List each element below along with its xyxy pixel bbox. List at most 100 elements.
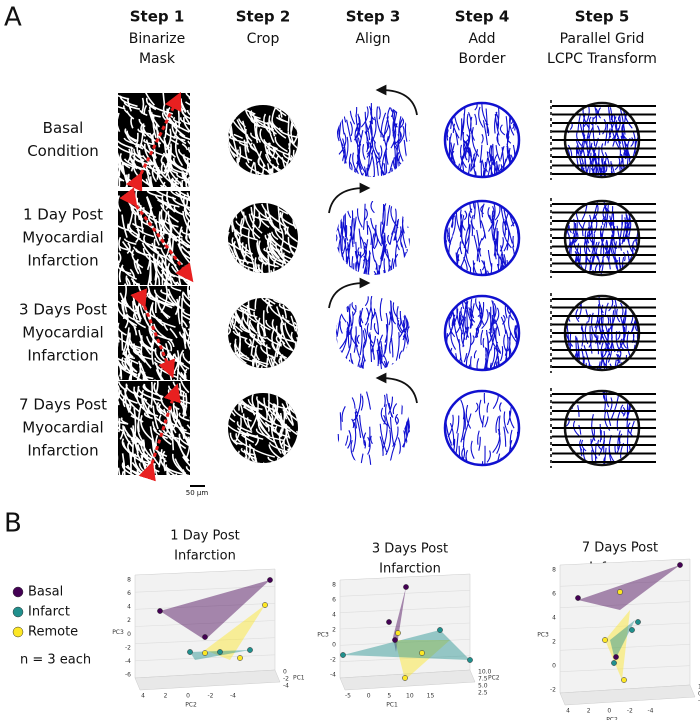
- fibers: [228, 298, 298, 368]
- z-tick: 4: [127, 604, 131, 611]
- step-subtitle: Add: [468, 31, 495, 47]
- tile-fibers: [336, 296, 410, 370]
- z-tick: 6: [552, 591, 556, 598]
- pane-floor: [339, 669, 476, 691]
- tile-aligned: [336, 103, 410, 177]
- point: [635, 619, 641, 625]
- x-tick: 2: [587, 708, 591, 715]
- point: [247, 647, 253, 653]
- row-label: Myocardial: [22, 229, 103, 247]
- row-label: Infarction: [27, 442, 98, 460]
- pane-grid: [339, 590, 471, 597]
- z-tick: 6: [332, 597, 336, 604]
- hull: [605, 610, 630, 680]
- row-label: Infarction: [27, 252, 98, 270]
- point: [187, 649, 193, 655]
- point: [617, 589, 623, 595]
- legend-swatch: [12, 626, 24, 638]
- step-title: Step 4: [455, 8, 510, 26]
- z-tick: 0: [127, 631, 131, 638]
- rotation-arrow: [328, 277, 371, 309]
- fibers: [336, 296, 410, 370]
- point: [467, 657, 473, 663]
- legend-label: Remote: [28, 625, 78, 640]
- pane-grid: [559, 580, 691, 587]
- z-tick: 0: [552, 663, 556, 670]
- pane-grid: [559, 644, 691, 651]
- pane-grid: [134, 637, 276, 644]
- point: [386, 619, 392, 625]
- z-tick: 2: [332, 627, 336, 634]
- step-subtitle: Align: [355, 31, 390, 47]
- plot-3d: [559, 558, 696, 706]
- tile-fibers: [228, 298, 298, 368]
- z-tick: 6: [127, 590, 131, 597]
- tile-mask: [118, 187, 194, 285]
- tile-mask: [118, 91, 190, 193]
- row-label: Basal: [43, 119, 84, 137]
- point: [402, 675, 408, 681]
- point: [419, 650, 425, 656]
- orientation-arrow: [125, 91, 182, 193]
- point: [340, 652, 346, 658]
- panel-label: B: [4, 509, 22, 539]
- fibers: [445, 103, 519, 177]
- hull: [343, 630, 470, 660]
- z-tick: 2: [127, 617, 131, 624]
- y-tick: -4: [283, 683, 289, 690]
- x-tick: -4: [230, 693, 236, 700]
- step-title: Step 1: [130, 8, 185, 26]
- pane-floor: [134, 669, 281, 691]
- x-tick: 10: [406, 693, 414, 700]
- x-label: PC2: [606, 717, 618, 721]
- x-tick: 15: [427, 693, 435, 700]
- step-subtitle: Mask: [139, 51, 176, 67]
- tile-aligned: [336, 391, 410, 465]
- row-label: Infarction: [27, 347, 98, 365]
- step-subtitle: Border: [459, 51, 506, 67]
- x-tick: 5: [387, 693, 391, 700]
- x-tick: -2: [627, 708, 633, 715]
- point: [613, 654, 619, 660]
- hull: [395, 640, 450, 680]
- row-label: Myocardial: [22, 324, 103, 342]
- x-tick: 4: [566, 708, 570, 715]
- row-label: 1 Day Post: [23, 206, 103, 224]
- z-tick: 8: [552, 567, 556, 574]
- hull: [393, 587, 406, 652]
- point: [262, 602, 268, 608]
- legend-swatch: [12, 586, 24, 598]
- plot-title: Infarction: [174, 549, 236, 564]
- x-tick: -5: [345, 693, 351, 700]
- z-tick: 8: [127, 577, 131, 584]
- z-tick: 0: [332, 642, 336, 649]
- point: [237, 655, 243, 661]
- z-tick: -2: [125, 644, 131, 651]
- plot-3d: [134, 568, 281, 691]
- legend-swatch: [12, 606, 24, 618]
- row-label: 3 Days Post: [19, 301, 107, 319]
- y-label: PC2: [488, 675, 500, 682]
- tile-border: [443, 389, 521, 467]
- legend-label: Infarct: [28, 605, 70, 620]
- z-tick: 4: [552, 615, 556, 622]
- pane-grid: [339, 606, 471, 613]
- scale-bar-label: 50 µm: [186, 489, 209, 497]
- point: [621, 677, 627, 683]
- rotation-arrow: [328, 182, 371, 214]
- sample-note: n = 3 each: [20, 653, 91, 668]
- y-tick: 7.5: [478, 676, 488, 683]
- plot-title: 7 Days Post: [582, 541, 658, 556]
- row-label: 7 Days Post: [19, 396, 107, 414]
- point: [217, 649, 223, 655]
- tile-border: [443, 294, 521, 372]
- row-label: Myocardial: [22, 419, 103, 437]
- y-tick: 0: [283, 669, 287, 676]
- point: [677, 562, 683, 568]
- point: [267, 577, 273, 583]
- tile-aligned: [550, 100, 656, 180]
- step-subtitle: Binarize: [129, 31, 186, 47]
- pane-grid: [559, 665, 691, 672]
- tile-aligned: [550, 293, 656, 373]
